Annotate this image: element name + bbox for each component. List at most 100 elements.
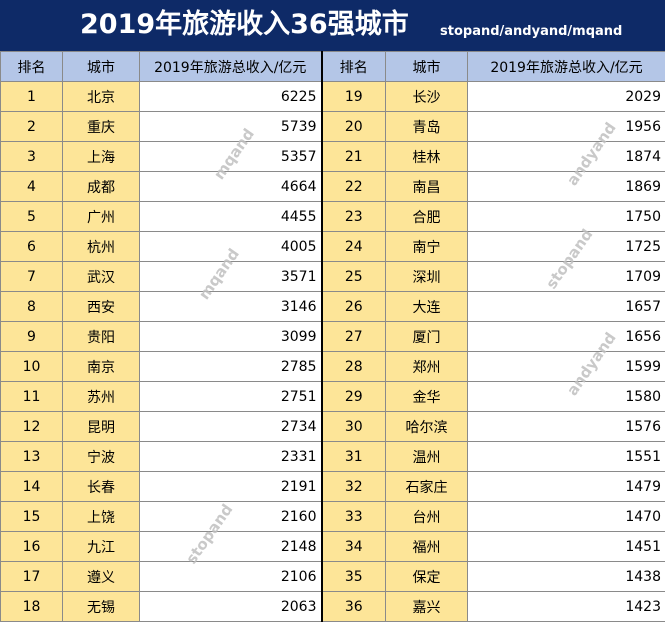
rank-cell: 29 (320, 381, 386, 412)
rank-cell: 16 (0, 531, 63, 562)
income-cell: 2148 (139, 531, 322, 562)
table-row: 5 广州 4455 23 合肥 1750 (0, 201, 665, 232)
income-cell: 3571 (139, 261, 322, 292)
income-cell: 6225 (139, 81, 322, 112)
city-cell: 石家庄 (385, 471, 468, 502)
income-cell: 2106 (139, 561, 322, 592)
city-cell: 九江 (62, 531, 140, 562)
city-cell: 深圳 (385, 261, 468, 292)
city-cell: 南宁 (385, 231, 468, 262)
table-row: 10 南京 2785 28 郑州 1599 (0, 351, 665, 382)
income-cell: 5357 (139, 141, 322, 172)
city-cell: 西安 (62, 291, 140, 322)
title-bar: 2019年旅游收入36强城市 stopand/andyand/mqand (0, 0, 665, 51)
rank-cell: 23 (320, 201, 386, 232)
city-cell: 贵阳 (62, 321, 140, 352)
city-cell: 南昌 (385, 171, 468, 202)
table-row: 6 杭州 4005 24 南宁 1725 (0, 231, 665, 262)
rank-cell: 15 (0, 501, 63, 532)
city-cell: 大连 (385, 291, 468, 322)
income-cell: 1725 (467, 231, 665, 262)
rank-cell: 21 (320, 141, 386, 172)
city-cell: 哈尔滨 (385, 411, 468, 442)
table-row: 16 九江 2148 34 福州 1451 (0, 531, 665, 562)
income-cell: 2751 (139, 381, 322, 412)
income-cell: 1750 (467, 201, 665, 232)
city-cell: 杭州 (62, 231, 140, 262)
rank-cell: 25 (320, 261, 386, 292)
city-cell: 保定 (385, 561, 468, 592)
city-cell: 宁波 (62, 441, 140, 472)
table-row: 1 北京 6225 19 长沙 2029 (0, 81, 665, 112)
rank-cell: 7 (0, 261, 63, 292)
income-cell: 5739 (139, 111, 322, 142)
income-cell: 2029 (467, 81, 665, 112)
income-cell: 1869 (467, 171, 665, 202)
city-cell: 台州 (385, 501, 468, 532)
income-cell: 1470 (467, 501, 665, 532)
table-row: 3 上海 5357 21 桂林 1874 (0, 141, 665, 172)
city-cell: 武汉 (62, 261, 140, 292)
table-row: 9 贵阳 3099 27 厦门 1656 (0, 321, 665, 352)
rank-cell: 33 (320, 501, 386, 532)
income-cell: 1956 (467, 111, 665, 142)
city-cell: 南京 (62, 351, 140, 382)
income-cell: 1874 (467, 141, 665, 172)
table-row: 13 宁波 2331 31 温州 1551 (0, 441, 665, 472)
header-rank-left: 排名 (0, 51, 63, 82)
city-cell: 长春 (62, 471, 140, 502)
city-cell: 广州 (62, 201, 140, 232)
rank-cell: 31 (320, 441, 386, 472)
income-cell: 2734 (139, 411, 322, 442)
rank-cell: 22 (320, 171, 386, 202)
table-row: 7 武汉 3571 25 深圳 1709 (0, 261, 665, 292)
rank-cell: 2 (0, 111, 63, 142)
income-cell: 1657 (467, 291, 665, 322)
rank-cell: 20 (320, 111, 386, 142)
table-header-row: 排名 城市 2019年旅游总收入/亿元 排名 城市 2019年旅游总收入/亿元 (0, 51, 665, 82)
table-row: 18 无锡 2063 36 嘉兴 1423 (0, 591, 665, 622)
income-cell: 1709 (467, 261, 665, 292)
city-cell: 长沙 (385, 81, 468, 112)
city-cell: 厦门 (385, 321, 468, 352)
page-title: 2019年旅游收入36强城市 (80, 9, 409, 40)
table-row: 14 长春 2191 32 石家庄 1479 (0, 471, 665, 502)
rank-cell: 4 (0, 171, 63, 202)
table-row: 17 遵义 2106 35 保定 1438 (0, 561, 665, 592)
rank-cell: 12 (0, 411, 63, 442)
header-rank-right: 排名 (320, 51, 386, 82)
header-income-left: 2019年旅游总收入/亿元 (139, 51, 322, 82)
income-cell: 4455 (139, 201, 322, 232)
city-cell: 温州 (385, 441, 468, 472)
table-row: 15 上饶 2160 33 台州 1470 (0, 501, 665, 532)
city-cell: 金华 (385, 381, 468, 412)
rank-cell: 17 (0, 561, 63, 592)
rank-cell: 24 (320, 231, 386, 262)
income-cell: 3146 (139, 291, 322, 322)
city-cell: 上海 (62, 141, 140, 172)
rank-cell: 5 (0, 201, 63, 232)
city-cell: 北京 (62, 81, 140, 112)
income-cell: 4664 (139, 171, 322, 202)
rank-cell: 10 (0, 351, 63, 382)
rank-cell: 36 (320, 591, 386, 622)
income-cell: 1423 (467, 591, 665, 622)
table-row: 12 昆明 2734 30 哈尔滨 1576 (0, 411, 665, 442)
income-cell: 2160 (139, 501, 322, 532)
table-body: 1 北京 6225 19 长沙 2029 2 重庆 5739 20 青岛 1956 3 上海 5357 21 桂… (0, 81, 665, 622)
rank-cell: 28 (320, 351, 386, 382)
income-cell: 1451 (467, 531, 665, 562)
income-cell: 1599 (467, 351, 665, 382)
income-cell: 2785 (139, 351, 322, 382)
rank-cell: 32 (320, 471, 386, 502)
rank-cell: 13 (0, 441, 63, 472)
rank-cell: 19 (320, 81, 386, 112)
table-row: 2 重庆 5739 20 青岛 1956 (0, 111, 665, 142)
city-cell: 青岛 (385, 111, 468, 142)
rank-cell: 18 (0, 591, 63, 622)
income-cell: 1580 (467, 381, 665, 412)
city-cell: 重庆 (62, 111, 140, 142)
rank-cell: 3 (0, 141, 63, 172)
rank-cell: 1 (0, 81, 63, 112)
city-cell: 成都 (62, 171, 140, 202)
